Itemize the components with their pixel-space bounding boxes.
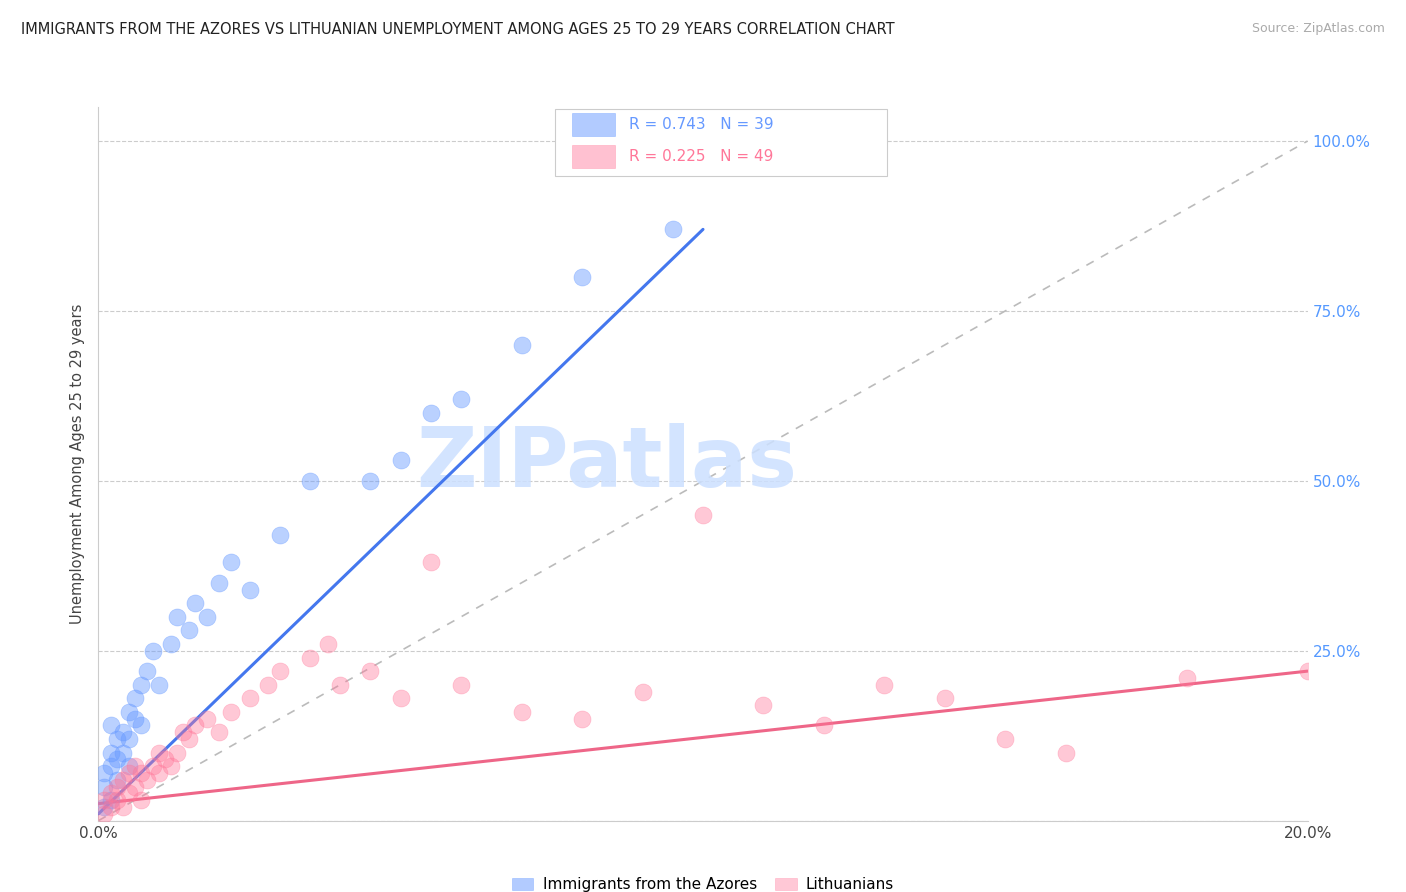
- Point: [124, 759, 146, 773]
- Point: [100, 787, 122, 801]
- Point: [752, 698, 775, 712]
- Point: [184, 718, 207, 732]
- Point: [692, 508, 714, 522]
- Point: [142, 644, 165, 658]
- Point: [389, 453, 412, 467]
- Point: [239, 582, 262, 597]
- Point: [111, 725, 134, 739]
- Point: [269, 528, 291, 542]
- Point: [221, 705, 243, 719]
- Point: [118, 705, 141, 719]
- Point: [166, 746, 188, 760]
- Point: [571, 712, 593, 726]
- Point: [93, 780, 115, 794]
- Point: [100, 746, 122, 760]
- Point: [148, 766, 170, 780]
- Point: [111, 800, 134, 814]
- Point: [160, 637, 183, 651]
- Point: [195, 609, 218, 624]
- Point: [195, 712, 218, 726]
- Point: [93, 766, 115, 780]
- Point: [129, 678, 152, 692]
- Point: [360, 474, 382, 488]
- Point: [631, 684, 654, 698]
- Point: [135, 772, 157, 787]
- Point: [118, 766, 141, 780]
- Point: [269, 664, 291, 678]
- Point: [221, 555, 243, 569]
- Point: [111, 772, 134, 787]
- Point: [124, 780, 146, 794]
- Point: [166, 609, 188, 624]
- Text: R = 0.225   N = 49: R = 0.225 N = 49: [630, 149, 773, 164]
- Point: [135, 664, 157, 678]
- Point: [148, 746, 170, 760]
- Point: [160, 759, 183, 773]
- Point: [124, 691, 146, 706]
- Point: [934, 691, 956, 706]
- Point: [299, 474, 322, 488]
- Point: [179, 732, 201, 747]
- Point: [184, 596, 207, 610]
- Point: [1054, 746, 1077, 760]
- Point: [510, 338, 533, 352]
- Point: [105, 772, 128, 787]
- Point: [389, 691, 412, 706]
- Point: [129, 718, 152, 732]
- Point: [208, 725, 231, 739]
- Point: [93, 800, 115, 814]
- Point: [148, 678, 170, 692]
- Point: [118, 732, 141, 747]
- Point: [1296, 664, 1319, 678]
- Text: Source: ZipAtlas.com: Source: ZipAtlas.com: [1251, 22, 1385, 36]
- Point: [299, 650, 322, 665]
- Point: [100, 800, 122, 814]
- Point: [360, 664, 382, 678]
- Point: [142, 759, 165, 773]
- Point: [105, 780, 128, 794]
- Point: [129, 766, 152, 780]
- Point: [93, 793, 115, 807]
- Point: [105, 732, 128, 747]
- Point: [873, 678, 896, 692]
- Text: R = 0.743   N = 39: R = 0.743 N = 39: [630, 117, 773, 132]
- Point: [450, 678, 472, 692]
- Point: [111, 746, 134, 760]
- Point: [118, 787, 141, 801]
- Point: [153, 752, 176, 766]
- Point: [105, 793, 128, 807]
- Point: [994, 732, 1017, 747]
- Point: [105, 752, 128, 766]
- Point: [316, 637, 339, 651]
- Point: [420, 406, 443, 420]
- Point: [100, 718, 122, 732]
- Point: [93, 806, 115, 821]
- Point: [239, 691, 262, 706]
- Point: [1175, 671, 1198, 685]
- Point: [510, 705, 533, 719]
- FancyBboxPatch shape: [572, 145, 614, 168]
- Y-axis label: Unemployment Among Ages 25 to 29 years: Unemployment Among Ages 25 to 29 years: [70, 303, 86, 624]
- FancyBboxPatch shape: [555, 109, 887, 177]
- Point: [813, 718, 835, 732]
- Point: [256, 678, 278, 692]
- Point: [420, 555, 443, 569]
- Point: [100, 759, 122, 773]
- Point: [450, 392, 472, 407]
- Point: [129, 793, 152, 807]
- Text: IMMIGRANTS FROM THE AZORES VS LITHUANIAN UNEMPLOYMENT AMONG AGES 25 TO 29 YEARS : IMMIGRANTS FROM THE AZORES VS LITHUANIAN…: [21, 22, 894, 37]
- Point: [662, 222, 685, 236]
- Point: [208, 575, 231, 590]
- Point: [179, 624, 201, 638]
- Point: [100, 793, 122, 807]
- Point: [172, 725, 194, 739]
- FancyBboxPatch shape: [572, 112, 614, 136]
- Point: [571, 269, 593, 284]
- Point: [329, 678, 352, 692]
- Text: ZIPatlas: ZIPatlas: [416, 424, 797, 504]
- Point: [124, 712, 146, 726]
- Point: [118, 759, 141, 773]
- Legend: Immigrants from the Azores, Lithuanians: Immigrants from the Azores, Lithuanians: [506, 871, 900, 892]
